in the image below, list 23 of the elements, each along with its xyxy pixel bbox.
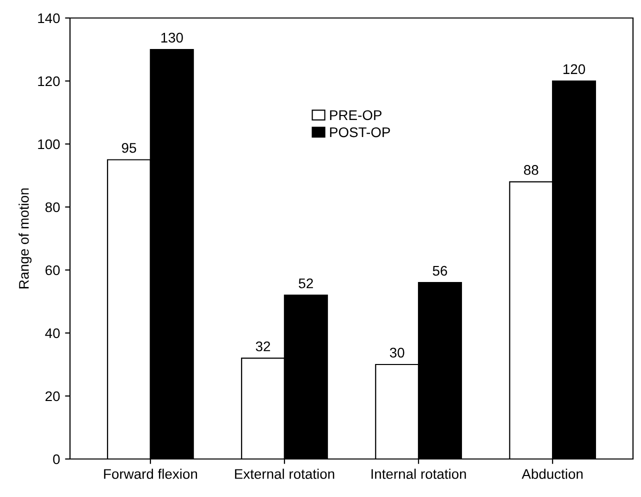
legend-label: PRE-OP <box>330 110 382 120</box>
data-label: 130 <box>161 32 183 43</box>
data-label: 56 <box>432 266 448 276</box>
y-tick-label: 140 <box>38 13 60 24</box>
legend-label: POST-OP <box>330 127 390 138</box>
x-tick-label: Internal rotation <box>372 468 466 479</box>
y-tick-label: 120 <box>38 76 60 86</box>
y-tick-label: 100 <box>38 139 60 150</box>
data-label: 95 <box>122 143 136 153</box>
y-tick-label: 60 <box>46 265 60 276</box>
data-label: 88 <box>524 165 538 175</box>
data-label: 52 <box>298 278 313 288</box>
data-label: 32 <box>256 341 270 352</box>
y-tick-label: 80 <box>45 202 60 212</box>
x-tick-label: Forward flexion <box>104 468 197 479</box>
data-label: 30 <box>390 348 404 358</box>
data-label: 120 <box>563 64 586 74</box>
x-tick-label: External rotation <box>235 468 334 479</box>
x-tick-label: Abduction <box>522 468 583 479</box>
y-axis-title: Range of motion <box>18 188 32 288</box>
y-tick-label: 0 <box>53 454 60 464</box>
y-tick-label: 40 <box>45 328 60 338</box>
y-tick-label: 20 <box>46 391 60 402</box>
